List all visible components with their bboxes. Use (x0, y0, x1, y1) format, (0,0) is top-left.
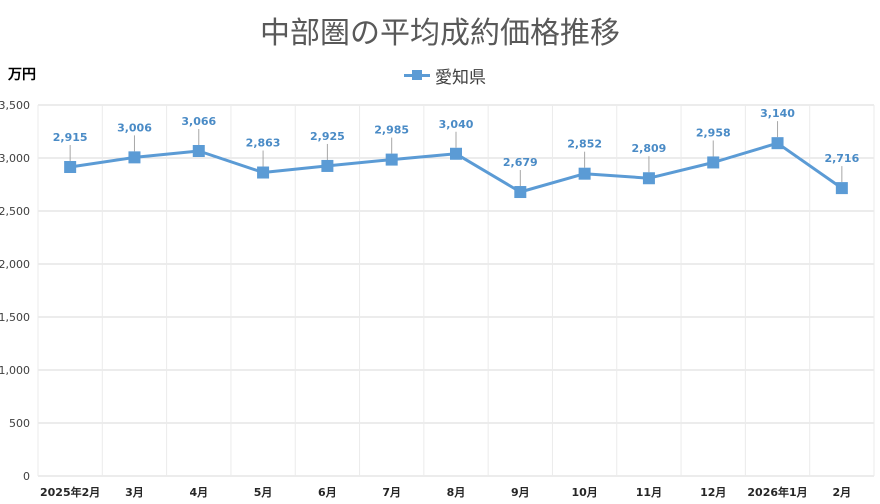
data-label: 3,140 (760, 107, 795, 120)
y-tick-label: 2,500 (0, 205, 30, 218)
data-point-marker (771, 137, 784, 150)
data-point-marker (835, 182, 848, 195)
legend: 愛知県 (404, 64, 486, 88)
data-point-marker (707, 156, 720, 169)
y-tick-label: 0 (23, 470, 30, 483)
y-tick-label: 2,000 (0, 258, 30, 271)
legend-line-marker-icon (404, 69, 430, 80)
data-point-marker (128, 151, 141, 164)
x-tick-label: 10月 (571, 486, 597, 499)
x-tick-label: 2月 (833, 486, 852, 499)
x-tick-label: 5月 (254, 486, 273, 499)
data-label: 2,679 (503, 156, 538, 169)
legend-series-label: 愛知県 (435, 67, 486, 88)
data-label: 2,925 (310, 130, 345, 143)
data-point-marker (385, 153, 398, 166)
data-label: 2,852 (567, 138, 602, 151)
data-label: 2,809 (632, 142, 667, 155)
data-point-marker (642, 172, 655, 185)
x-tick-label: 2025年2月 (40, 485, 100, 499)
chart-title: 中部圏の平均成約価格推移 (260, 16, 620, 51)
y-tick-label: 1,500 (0, 311, 30, 324)
y-tick-label: 500 (9, 417, 30, 430)
data-label: 3,040 (439, 118, 474, 131)
data-label: 2,958 (696, 126, 731, 139)
x-tick-label: 6月 (318, 486, 337, 499)
x-tick-label: 12月 (700, 486, 726, 499)
data-label: 2,915 (53, 131, 88, 144)
data-point-marker (321, 159, 334, 172)
data-point-marker (450, 147, 462, 160)
legend-square-marker-icon (412, 69, 422, 80)
x-tick-label: 2026年1月 (747, 485, 807, 499)
data-point-marker (578, 167, 591, 180)
x-tick-label: 11月 (636, 486, 662, 499)
y-tick-label: 3,000 (0, 152, 30, 165)
y-axis-unit-label: 万円 (8, 67, 36, 83)
data-point-marker (257, 166, 270, 179)
data-label: 2,716 (824, 152, 859, 165)
data-label: 3,006 (117, 121, 152, 134)
y-tick-label: 1,000 (0, 364, 30, 377)
data-label: 2,863 (246, 137, 281, 150)
data-point-marker (192, 145, 205, 158)
x-tick-label: 8月 (447, 486, 466, 499)
data-label: 3,066 (181, 115, 216, 128)
x-tick-label: 7月 (382, 486, 401, 499)
data-point-marker (514, 186, 527, 199)
x-tick-label: 3月 (125, 486, 144, 499)
x-tick-label: 4月 (189, 486, 208, 499)
data-point-marker (64, 161, 77, 174)
y-tick-label: 3,500 (0, 99, 30, 112)
x-tick-label: 9月 (511, 486, 530, 499)
data-label: 2,985 (374, 124, 409, 137)
